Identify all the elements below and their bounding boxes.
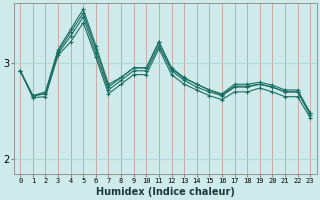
X-axis label: Humidex (Indice chaleur): Humidex (Indice chaleur) [96, 187, 235, 197]
